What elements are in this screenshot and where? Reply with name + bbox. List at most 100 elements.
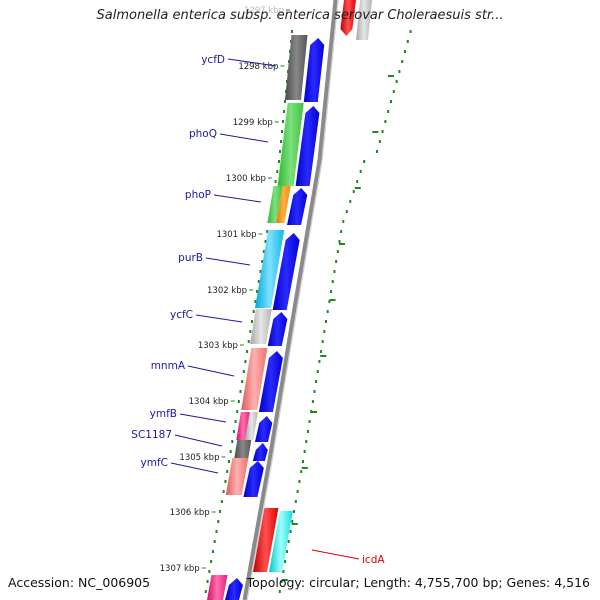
tick-dot xyxy=(349,200,352,203)
tick-dot xyxy=(325,320,327,323)
gene-arrow-SC1187 xyxy=(252,443,268,461)
tick-dot xyxy=(282,570,285,573)
ruler-tick-label: 1306 kbp xyxy=(170,508,210,518)
tick-dot xyxy=(210,560,213,563)
tick-dot xyxy=(232,430,235,433)
tick-dot xyxy=(335,260,338,263)
gene-leader-line xyxy=(311,549,360,560)
gene-arrow-mnmA xyxy=(258,351,283,412)
tick-dot xyxy=(293,510,296,513)
tick-dot xyxy=(254,300,257,303)
gene-label-ycfD[interactable]: ycfD xyxy=(201,54,225,66)
tick-dot xyxy=(261,260,264,263)
gene-leader-line xyxy=(227,58,277,67)
tick-dot xyxy=(331,280,334,283)
tick-dot xyxy=(224,480,227,483)
tick-dot xyxy=(239,390,242,393)
gene-leader-line xyxy=(219,133,269,143)
tick-dot xyxy=(289,530,292,533)
gene-feature-ymfB xyxy=(236,412,250,440)
tick-dash xyxy=(372,131,379,133)
tick-dot xyxy=(278,160,280,163)
ruler-tick-label: 1297 kbp xyxy=(244,6,284,16)
gene-label-phoP[interactable]: phoP xyxy=(185,189,211,201)
tick-dot xyxy=(404,50,406,53)
tick-dot xyxy=(211,550,214,553)
gene-feature-purB xyxy=(255,230,285,308)
gene-label-icdA[interactable]: icdA xyxy=(362,554,385,566)
gene-label-mnmA[interactable]: mnmA xyxy=(151,360,186,372)
tick-dot xyxy=(294,500,297,503)
tick-dot xyxy=(313,390,316,393)
gene-leader-line xyxy=(213,194,262,203)
gene-feature-mnmA xyxy=(241,348,268,410)
tick-dot xyxy=(222,490,225,493)
tick-dot xyxy=(328,300,331,303)
tick-dot xyxy=(266,230,269,233)
tick-dot xyxy=(303,450,306,453)
tick-dot xyxy=(215,530,218,533)
tick-dot xyxy=(330,290,333,293)
ruler-tick-label: 1300 kbp xyxy=(226,174,266,184)
tick-dot xyxy=(244,360,247,363)
gene-label-purB[interactable]: purB xyxy=(178,252,203,264)
gene-leader-line xyxy=(187,365,235,377)
tick-dot xyxy=(359,170,362,173)
gene-leader-line xyxy=(179,413,227,423)
gene-feature-icdA xyxy=(269,511,293,572)
tick-dot xyxy=(208,570,211,573)
gene-labels: ycfD phoQ phoP purB ycfC mnmA ymfB SC1187 ymfC ic… xyxy=(131,54,385,566)
tick-dot xyxy=(338,240,341,243)
genome-backbone xyxy=(242,0,339,600)
ruler-tick-label: 1305 kbp xyxy=(179,453,219,463)
tick-dot xyxy=(363,160,366,163)
tick-dot xyxy=(320,350,323,353)
gene-label-ymfC[interactable]: ymfC xyxy=(141,457,168,469)
tick-dash xyxy=(338,243,345,245)
gene-label-ymfB[interactable]: ymfB xyxy=(150,408,177,420)
accession-value: NC_006905 xyxy=(78,575,151,590)
tick-dot xyxy=(276,170,279,173)
tick-dot xyxy=(398,70,401,73)
tick-dot xyxy=(333,270,336,273)
tick-dot xyxy=(300,470,303,473)
tick-dot xyxy=(316,370,319,373)
topology-info: Topology: circular; Length: 4,755,700 bp… xyxy=(246,575,590,590)
outer-tick-dots-left xyxy=(204,30,293,593)
accession-label: Accession: xyxy=(8,575,75,590)
gene-label-SC1187[interactable]: SC1187 xyxy=(131,429,172,441)
tick-dash xyxy=(311,411,318,413)
tick-dot xyxy=(257,280,260,283)
tick-dot xyxy=(231,440,234,443)
gene-feature-ycfC xyxy=(250,309,272,344)
gene-label-phoQ[interactable]: phoQ xyxy=(189,128,217,140)
tick-dot xyxy=(285,550,288,553)
tick-dot xyxy=(234,420,237,423)
gene-leader-line xyxy=(195,314,243,323)
tick-dash xyxy=(301,467,308,469)
gene-label-ycfC[interactable]: ycfC xyxy=(170,309,193,321)
ruler-tick-label: 1303 kbp xyxy=(198,341,238,351)
gene-feature-SC1187 xyxy=(234,440,252,459)
ruler-tick-label: 1298 kbp xyxy=(238,62,278,72)
tick-dot xyxy=(237,400,240,403)
tick-dot xyxy=(219,510,222,513)
gene-feature-phoQ xyxy=(277,103,304,186)
tick-dot xyxy=(242,370,245,373)
tick-dot xyxy=(340,230,343,233)
tick-dot xyxy=(284,100,286,103)
tick-dot xyxy=(264,240,267,243)
tick-dot xyxy=(296,490,299,493)
tick-dot xyxy=(315,380,318,383)
gene-arrow-ymfC xyxy=(243,461,264,497)
tick-dot xyxy=(284,560,287,563)
tick-dot xyxy=(280,580,283,583)
tick-dot xyxy=(321,340,324,343)
tick-dot xyxy=(228,460,230,463)
tick-dot xyxy=(274,180,277,183)
tick-dot xyxy=(384,120,387,123)
tick-dot xyxy=(336,250,339,253)
gene-leader-line xyxy=(174,434,223,447)
gene-feature-silver-top xyxy=(356,0,372,40)
